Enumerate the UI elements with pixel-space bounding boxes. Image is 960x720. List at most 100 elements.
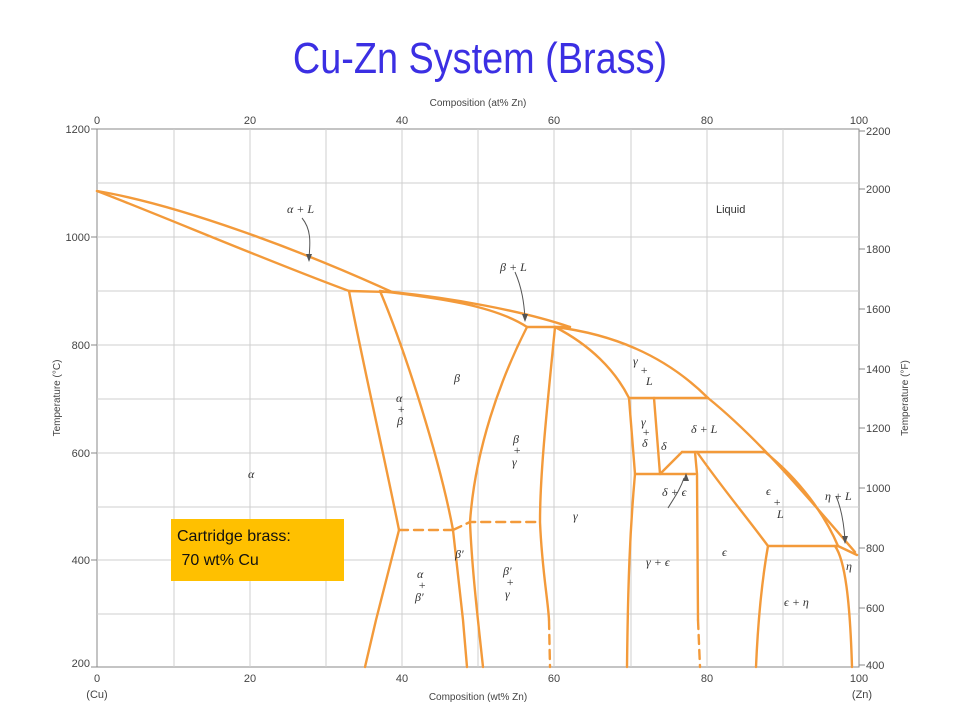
right-tick-400: 400 [866, 660, 884, 672]
phase-liquid: Liquid [716, 204, 745, 216]
left-tick-600: 600 [72, 448, 90, 460]
bottom-tick-0: 0 [94, 673, 100, 685]
right-tick-1600: 1600 [866, 304, 890, 316]
top-tick-60: 60 [548, 115, 560, 127]
phase-gamma: γ [573, 509, 578, 523]
left-axis-label: Temperature (°C) [52, 360, 63, 437]
phase-boundaries [95, 189, 859, 669]
phase-eta: η [846, 559, 852, 573]
eps-solvus-left [754, 544, 770, 669]
bottom-tick-100: 100 [850, 673, 868, 685]
phase-alpha-beta-2: + [397, 402, 405, 416]
cartridge-brass-callout: Cartridge brass: 70 wt% Cu [171, 519, 344, 581]
callout-line-2: 70 wt% Cu [177, 552, 259, 569]
right-tick-2000: 2000 [866, 184, 890, 196]
top-tick-20: 20 [244, 115, 256, 127]
eta-liquidus [836, 544, 859, 557]
left-tick-1000: 1000 [66, 232, 90, 244]
eps-solidus [695, 450, 770, 548]
upper-liquidus [706, 396, 857, 554]
left-tick-400: 400 [72, 555, 90, 567]
right-tick-1800: 1800 [866, 244, 890, 256]
bottom-axis-label: Composition (wt% Zn) [429, 692, 527, 703]
phase-alpha-beta-1: α [396, 391, 403, 405]
gamma-liquidus [553, 325, 710, 400]
delta-right [693, 450, 700, 622]
right-end-label: (Zn) [852, 689, 872, 701]
callout-line-1: Cartridge brass: [177, 528, 291, 545]
page-title: Cu-Zn System (Brass) [292, 34, 668, 83]
gamma-right [625, 472, 637, 669]
phase-alpha-betap-1: α [417, 567, 424, 581]
bottom-tick-labels: 0 20 40 60 80 100 (Cu) (Zn) [86, 673, 872, 701]
right-tick-labels: 2200 2000 1800 1600 1400 1200 1000 800 6… [866, 126, 890, 672]
left-tick-labels: 1200 1000 800 600 400 200 [66, 124, 90, 670]
phase-eps-L-1: ϵ [766, 484, 772, 498]
right-tick-1400: 1400 [866, 364, 890, 376]
beta-solvus-right [468, 325, 529, 669]
bottom-tick-40: 40 [396, 673, 408, 685]
beta-liquidus [390, 290, 572, 329]
bottom-tick-80: 80 [701, 673, 713, 685]
alpha-solidus [95, 189, 351, 293]
delta-left [652, 396, 684, 476]
phase-beta-gamma-3: γ [512, 455, 517, 469]
phase-beta-gamma-1: β [512, 432, 519, 446]
phase-gamma-L-2: + [640, 363, 648, 377]
phase-gamma-delta-2: + [642, 425, 650, 439]
phase-eta-L: η + L [825, 489, 852, 503]
tick-marks [91, 128, 865, 668]
left-tick-800: 800 [72, 340, 90, 352]
phase-delta-L: δ + L [691, 422, 718, 436]
phase-beta-gamma-2: + [513, 443, 521, 457]
phase-gamma-L-3: L [645, 374, 653, 388]
left-tick-1200: 1200 [66, 124, 90, 136]
phase-eps-L-3: L [776, 507, 784, 521]
phase-beta-prime: β′ [454, 547, 464, 561]
top-tick-100: 100 [850, 115, 868, 127]
right-tick-2200: 2200 [866, 126, 890, 138]
phase-alpha-beta-3: β [396, 414, 403, 428]
alpha-solvus [347, 289, 401, 669]
beta-solvus-left [378, 289, 469, 669]
top-tick-80: 80 [701, 115, 713, 127]
phase-gamma-eps: γ + ϵ [646, 555, 671, 569]
top-axis-label: Composition (at% Zn) [430, 98, 527, 109]
phase-alpha-betap-2: + [418, 578, 426, 592]
phase-delta: δ [661, 439, 667, 453]
phase-gamma-delta-1: γ [641, 415, 646, 429]
phase-alpha-betap-3: β′ [414, 590, 424, 604]
right-tick-800: 800 [866, 543, 884, 555]
right-tick-600: 600 [866, 603, 884, 615]
bottom-tick-60: 60 [548, 673, 560, 685]
gamma-solvus-left [538, 325, 557, 622]
gamma-solvus-left-dash [547, 618, 552, 669]
phase-delta-eps: δ + ϵ [662, 485, 688, 499]
phase-eps-L-2: + [773, 495, 781, 509]
phase-eps: ϵ [722, 545, 728, 559]
left-tick-200: 200 [72, 658, 90, 670]
eta-solvus [833, 544, 854, 669]
phase-betap-gamma-2: + [506, 575, 514, 589]
phase-beta-L: β + L [499, 260, 527, 274]
phase-beta: β [453, 371, 460, 385]
gamma-right-dash [696, 618, 702, 669]
phase-eps-eta: ϵ + η [784, 595, 809, 609]
right-axis-label: Temperature (°F) [900, 360, 911, 436]
phase-betap-gamma-1: β′ [502, 564, 512, 578]
top-tick-0: 0 [94, 115, 100, 127]
eps-liquidus [763, 450, 840, 548]
ordering-line-2 [451, 520, 542, 532]
phase-alpha: α [248, 467, 255, 481]
phase-gamma-delta-3: δ [642, 436, 648, 450]
alpha-liquidus [95, 189, 394, 294]
gamma-delta-left [627, 396, 637, 476]
phase-alpha-L: α + L [287, 202, 314, 216]
phase-gamma-L-1: γ [633, 354, 638, 368]
gamma-solidus [553, 325, 631, 400]
beta-solidus [378, 289, 529, 329]
bottom-tick-20: 20 [244, 673, 256, 685]
annotation-arrows [301, 217, 846, 541]
right-tick-1000: 1000 [866, 483, 890, 495]
